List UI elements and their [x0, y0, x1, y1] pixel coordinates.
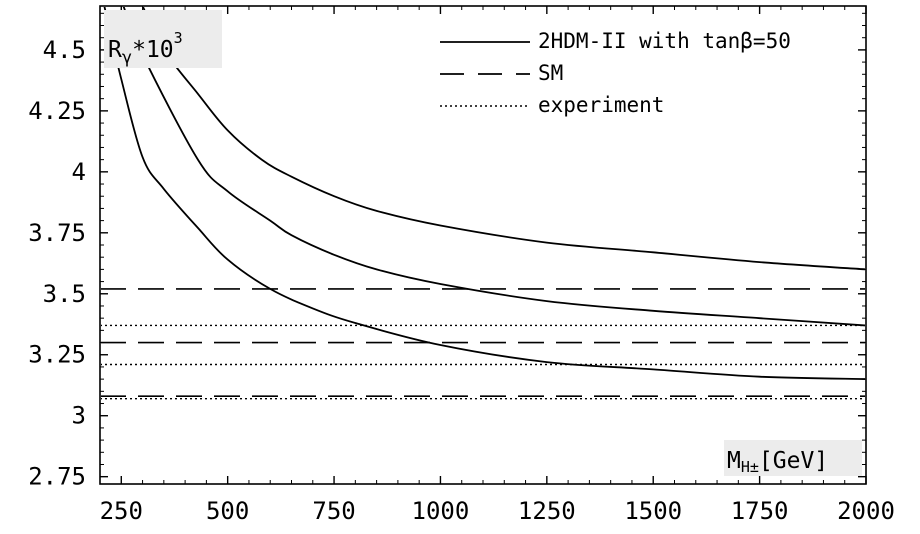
y-tick-label: 3.5: [43, 280, 86, 308]
legend-label: SM: [538, 61, 563, 85]
axes-layer: [99, 5, 867, 485]
x-tick-label: 1750: [731, 497, 789, 525]
y-tick-label: 3: [72, 402, 86, 430]
y-tick-label: 4.25: [28, 97, 86, 125]
legend-label: 2HDM-II with tanβ=50: [538, 29, 791, 53]
labels-layer: 250 500 750 1000 1250 1500 1750 2000 2.75 3 3.25 3.…: [28, 10, 895, 525]
lines-layer: [101, 7, 865, 400]
x-tick-label: 1500: [624, 497, 682, 525]
y-tick-label: 4: [72, 158, 86, 186]
y-tick-label: 3.75: [28, 219, 86, 247]
model-curve: [103, 7, 865, 380]
model-curve: [122, 7, 865, 327]
x-tick-label: 250: [100, 497, 143, 525]
y-tick-label: 4.5: [43, 36, 86, 64]
plot-frame: [99, 5, 867, 485]
y-axis-label-bg: [104, 10, 222, 68]
x-axis-label: MH±[GeV]: [727, 448, 828, 476]
y-tick-label: 2.75: [28, 463, 86, 491]
y-axis-label: Rγ*103: [108, 29, 183, 68]
x-axis-label-bg: [724, 440, 862, 476]
x-tick-label: 1250: [518, 497, 576, 525]
legend-label: experiment: [538, 93, 664, 117]
y-tick-label: 3.25: [28, 341, 86, 369]
x-tick-label: 750: [312, 497, 355, 525]
x-tick-label: 1000: [412, 497, 470, 525]
model-curve: [142, 7, 865, 271]
x-tick-label: 500: [206, 497, 249, 525]
x-tick-label: 2000: [837, 497, 895, 525]
